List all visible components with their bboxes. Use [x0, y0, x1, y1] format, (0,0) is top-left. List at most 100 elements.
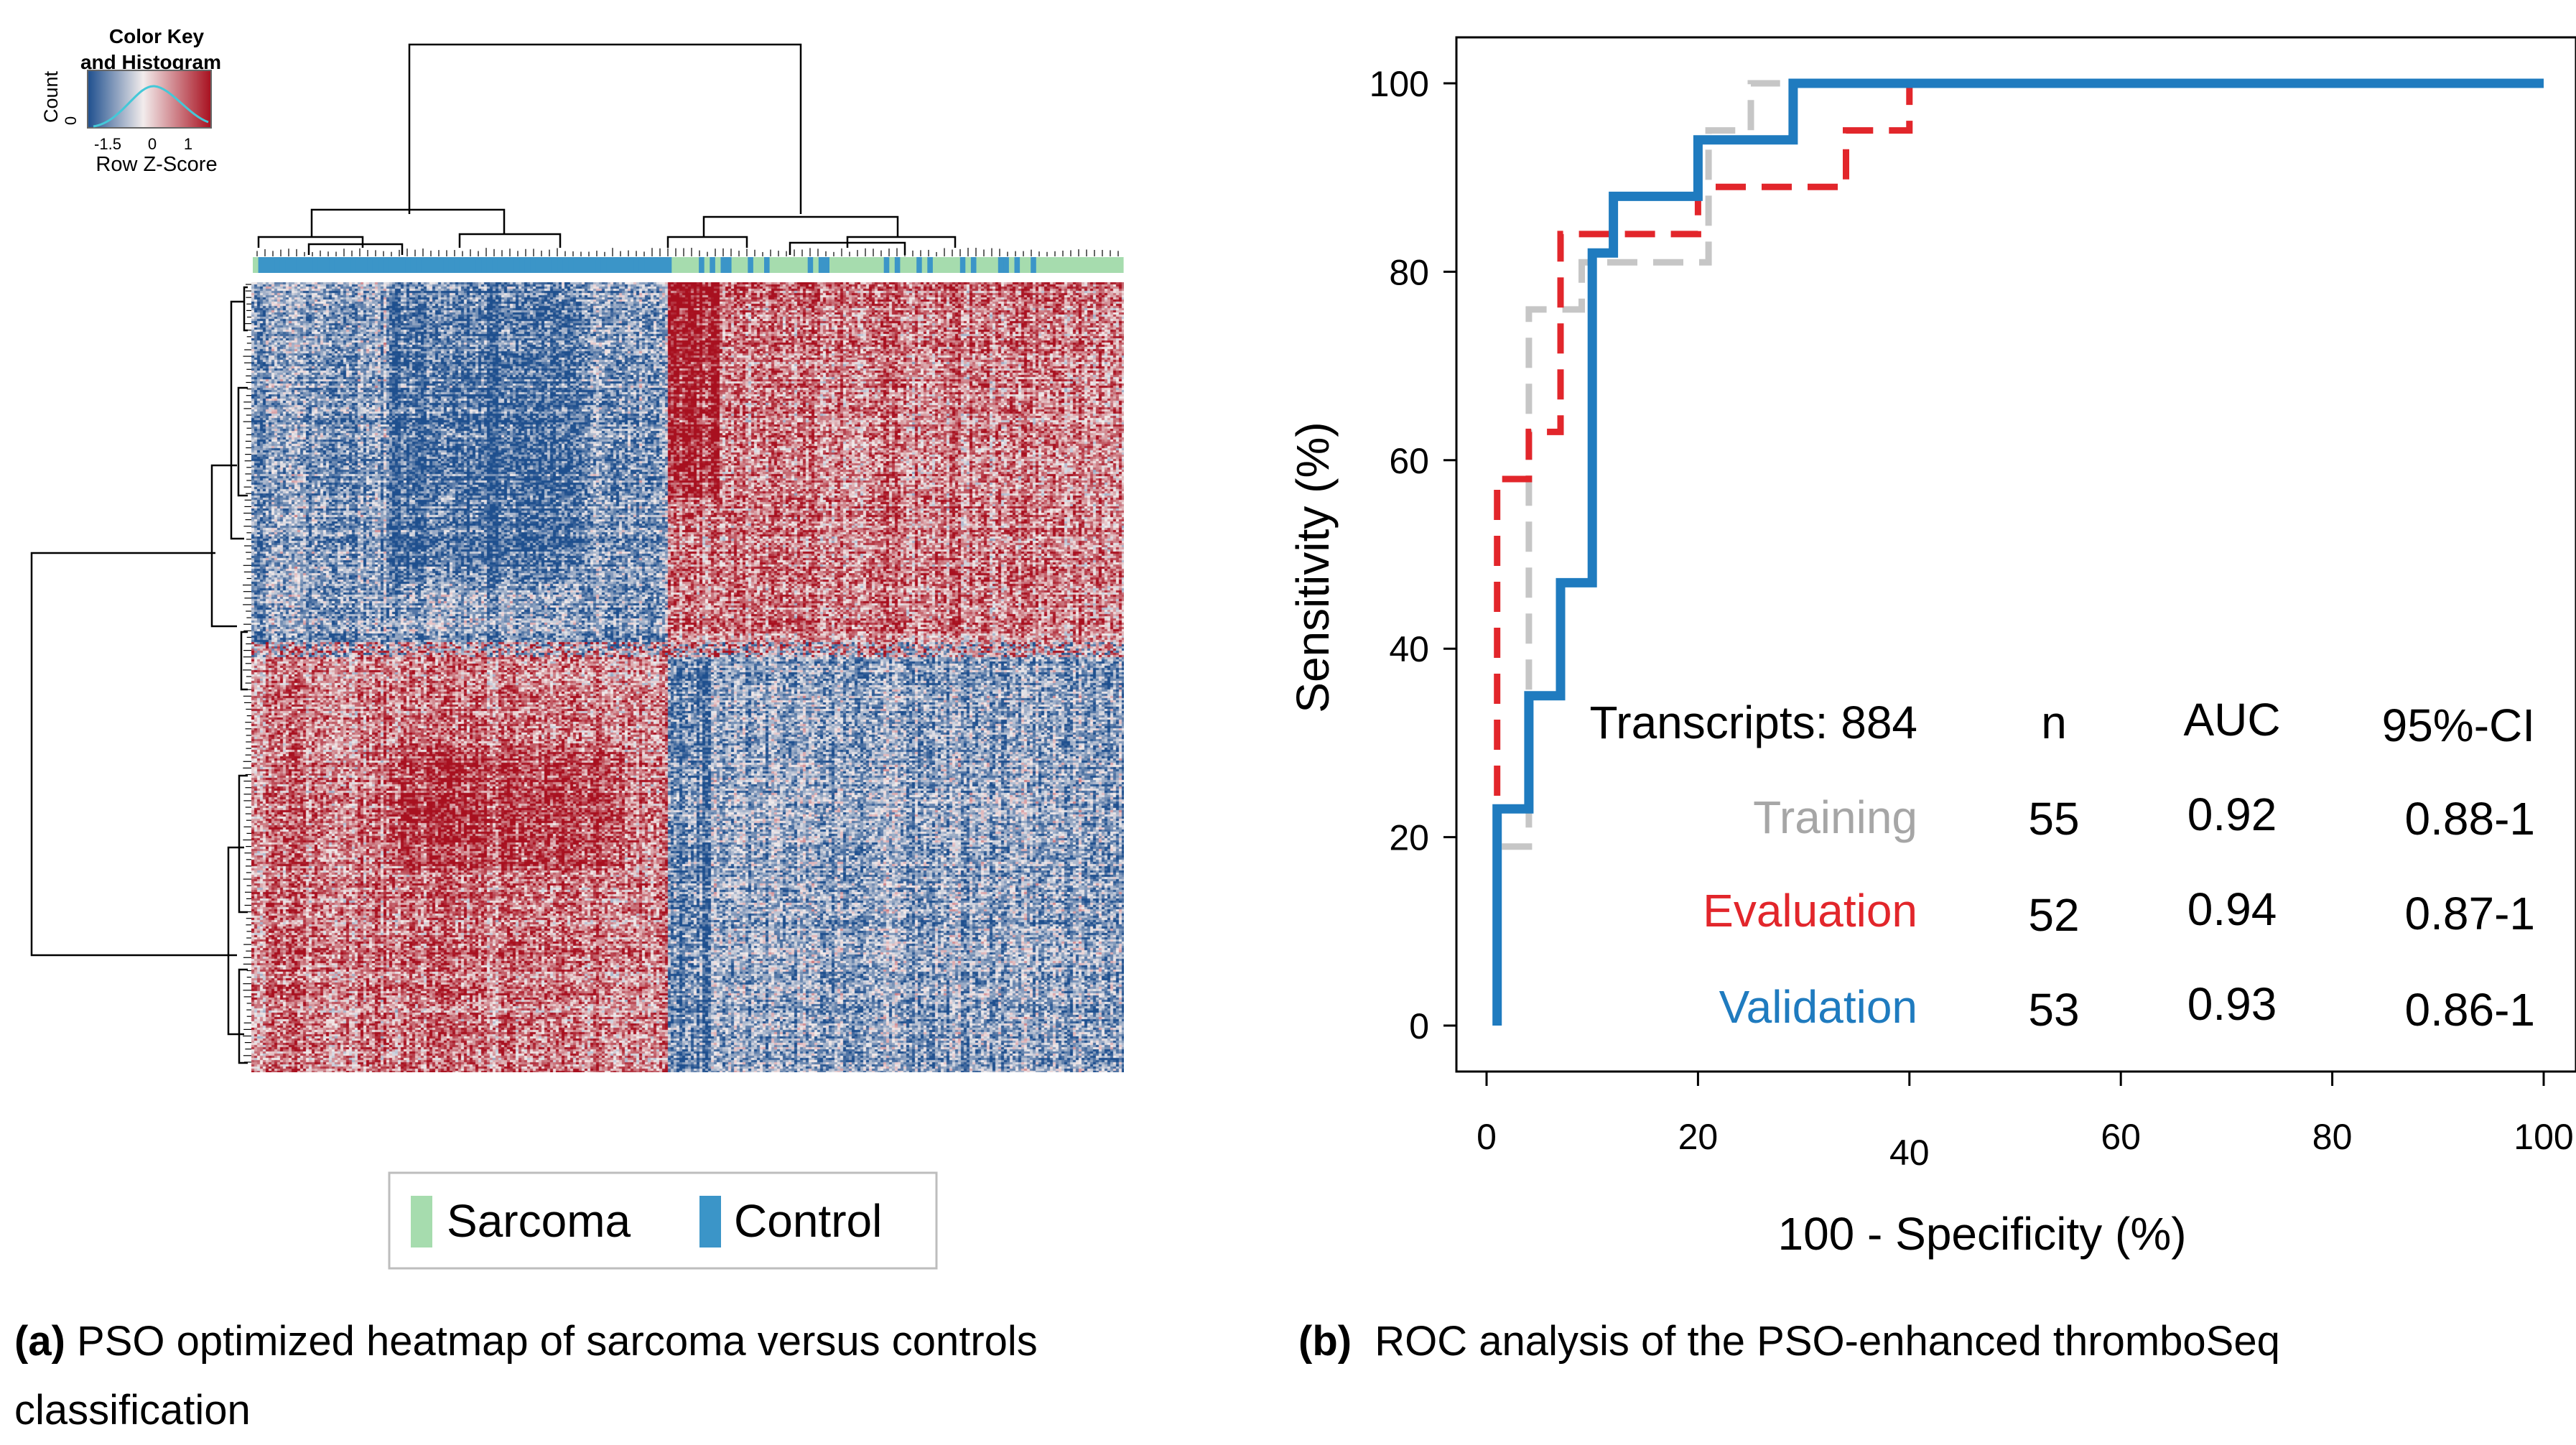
sample-class-cell	[562, 257, 569, 273]
sample-class-cell	[851, 257, 857, 273]
color-key-title: Color Key	[109, 25, 205, 47]
sample-class-cell	[513, 257, 520, 273]
sample-class-cell	[448, 257, 455, 273]
sample-class-cell	[704, 257, 710, 273]
table-row-auc: 0.94	[2187, 883, 2277, 935]
sample-class-cell	[340, 257, 346, 273]
sample-class-cell	[1003, 257, 1010, 273]
sample-class-cell	[405, 257, 411, 273]
sample-class-cell	[693, 257, 699, 273]
roc-panel: 0 20 40 60 80 100 0 20 40 60 80 100 Sensitivity (%)…	[1221, 0, 2576, 1442]
sample-class-cell	[998, 257, 1004, 273]
sample-class-cell	[399, 257, 406, 273]
heatmap-matrix	[251, 282, 1124, 1072]
table-row-name: Validation	[1719, 981, 1917, 1033]
sample-class-cell	[666, 257, 672, 273]
sample-class-cell	[655, 257, 661, 273]
sample-class-cell	[764, 257, 771, 273]
sample-class-cell	[780, 257, 786, 273]
roc-curve-validation	[1492, 78, 2544, 1026]
sample-class-cell	[585, 257, 591, 273]
sample-class-cell	[416, 257, 422, 273]
table-row-auc: 0.92	[2187, 789, 2277, 840]
sample-class-cell	[519, 257, 526, 273]
sample-class-cell	[1014, 257, 1020, 273]
sample-class-cell	[486, 257, 493, 273]
color-key-subtitle: and Histogram	[80, 51, 221, 73]
heatmap-legend: Sarcoma Control	[388, 1171, 938, 1270]
sample-class-cell	[802, 257, 809, 273]
sample-class-cell	[748, 257, 754, 273]
color-key-gradient	[87, 70, 212, 129]
sample-class-cell	[1117, 257, 1124, 273]
sample-class-cell	[481, 257, 488, 273]
sample-class-cell	[437, 257, 444, 273]
sample-class-cell	[633, 257, 640, 273]
sample-class-cell	[274, 257, 281, 273]
y-tick-label: 60	[1389, 441, 1429, 481]
sample-class-cell	[1036, 257, 1042, 273]
caption-b-label: (b)	[1298, 1318, 1352, 1365]
sample-class-cell	[421, 257, 427, 273]
sample-class-cell	[427, 257, 433, 273]
sample-class-cell	[682, 257, 689, 273]
table-row-name: Training	[1753, 791, 1917, 843]
legend-swatch-control	[699, 1196, 721, 1247]
color-key-x-tick: 1	[184, 135, 192, 153]
sample-class-cell	[840, 257, 847, 273]
heatmap-figure: Color Key and Histogram Count 0 -1.5 0 1…	[30, 25, 1124, 1270]
sample-class-cell	[868, 257, 874, 273]
y-tick-label: 80	[1389, 252, 1429, 292]
color-key: Color Key and Histogram Count 0 -1.5 0 1…	[40, 25, 221, 176]
sample-class-cell	[302, 257, 308, 273]
sample-class-cell	[1063, 257, 1069, 273]
sample-class-cell	[758, 257, 765, 273]
sample-class-bar	[253, 257, 1124, 273]
row-dendrogram-leaves	[243, 284, 251, 1063]
sample-class-cell	[938, 257, 944, 273]
sample-class-cell	[1041, 257, 1048, 273]
sample-class-cell	[323, 257, 330, 273]
sample-class-cell	[791, 257, 798, 273]
x-tick-label: 100	[2514, 1117, 2573, 1157]
sample-class-cell	[944, 257, 950, 273]
sample-class-cell	[862, 257, 868, 273]
sample-class-cell	[329, 257, 335, 273]
sample-class-cell	[552, 257, 558, 273]
sample-class-cell	[959, 257, 966, 273]
table-row-ci: 0.88-1	[2405, 793, 2535, 845]
roc-chart: 0 20 40 60 80 100 0 20 40 60 80 100 Sensitivity (%)…	[1287, 36, 2576, 1260]
sample-class-cell	[742, 257, 748, 273]
sample-class-cell	[916, 257, 923, 273]
sample-class-cell	[715, 257, 722, 273]
sample-class-cell	[900, 257, 906, 273]
table-header-n: n	[2041, 697, 2067, 748]
sample-class-cell	[671, 257, 678, 273]
x-axis-label: 100 - Specificity (%)	[1777, 1208, 2186, 1260]
sample-class-cell	[1096, 257, 1102, 273]
sample-class-cell	[296, 257, 302, 273]
sample-class-cell	[557, 257, 564, 273]
sample-class-cell	[470, 257, 477, 273]
caption-a: (a) PSO optimized heatmap of sarcoma ver…	[14, 1307, 1235, 1445]
sample-class-cell	[1079, 257, 1086, 273]
sample-class-cell	[628, 257, 634, 273]
caption-a-text-continued: classification	[14, 1387, 251, 1434]
color-key-x-label: Row Z-Score	[96, 153, 217, 176]
sample-class-cell	[818, 257, 824, 273]
sample-class-cell	[932, 257, 939, 273]
heatmap-matrix-container	[251, 282, 1124, 1072]
sample-class-cell	[432, 257, 439, 273]
sample-class-cell	[595, 257, 602, 273]
sample-class-cell	[535, 257, 542, 273]
sample-class-cell	[921, 257, 928, 273]
sample-class-cell	[883, 257, 890, 273]
sample-class-cell	[307, 257, 313, 273]
x-tick-label: 80	[2312, 1117, 2353, 1157]
sample-class-cell	[378, 257, 384, 273]
heatmap-panel: Color Key and Histogram Count 0 -1.5 0 1…	[0, 0, 1221, 1442]
column-dendrogram-leaves	[256, 248, 1119, 256]
sample-class-cell	[1008, 257, 1015, 273]
sample-class-cell	[894, 257, 901, 273]
sample-class-cell	[976, 257, 982, 273]
